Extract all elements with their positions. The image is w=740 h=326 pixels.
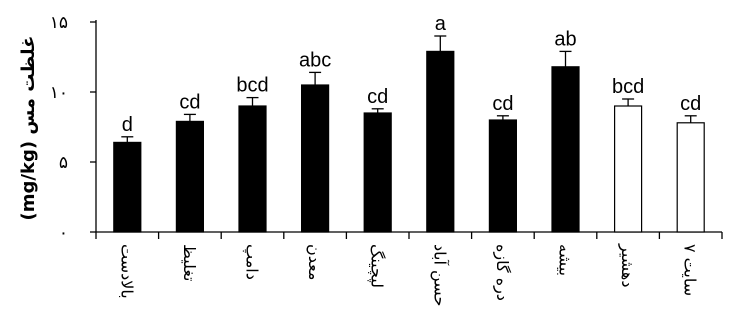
category-label: لپچینگ [367, 244, 387, 288]
bar [175, 120, 204, 233]
bar [301, 84, 330, 233]
category-label: بیشه [556, 244, 575, 276]
significance-label: bcd [612, 76, 644, 98]
y-tick-label: ۰ [59, 223, 68, 243]
category-label: معدن [305, 244, 324, 280]
bar [676, 122, 705, 233]
significance-label: abc [299, 49, 331, 71]
bar [551, 66, 580, 233]
category-label: تغلیظ [180, 244, 199, 281]
category-label: دره گازه [492, 244, 512, 301]
significance-label: bcd [236, 75, 268, 97]
bar [426, 50, 455, 233]
y-tick-label: ۱۰ [50, 83, 68, 103]
significance-label: cd [680, 93, 701, 115]
significance-label: ab [554, 28, 576, 50]
y-tick-label: ۱۵ [50, 13, 68, 33]
category-label: بالادست [117, 244, 136, 299]
bar [488, 119, 517, 233]
bar [613, 105, 643, 233]
significance-label: cd [179, 91, 200, 113]
category-label: حسن آباد [429, 244, 449, 306]
y-tick-label: ۵ [59, 153, 68, 173]
bar [363, 112, 392, 233]
significance-label: cd [367, 86, 388, 108]
significance-label: a [435, 13, 447, 35]
significance-label: d [122, 114, 133, 136]
significance-label: cd [492, 93, 513, 115]
bars [113, 35, 705, 233]
category-label: دامپ [242, 244, 262, 280]
labels: d بالادست cd تغلیظ bcd دامپ abc معدن cd لپچینگ a حس… [117, 13, 701, 306]
category-label: سایت ۷ [681, 244, 700, 296]
y-axis-label: (mg/kg) غلظت مس [18, 36, 39, 221]
bar [238, 105, 267, 233]
category-label: دهشیر [617, 243, 637, 288]
bar [113, 141, 142, 233]
